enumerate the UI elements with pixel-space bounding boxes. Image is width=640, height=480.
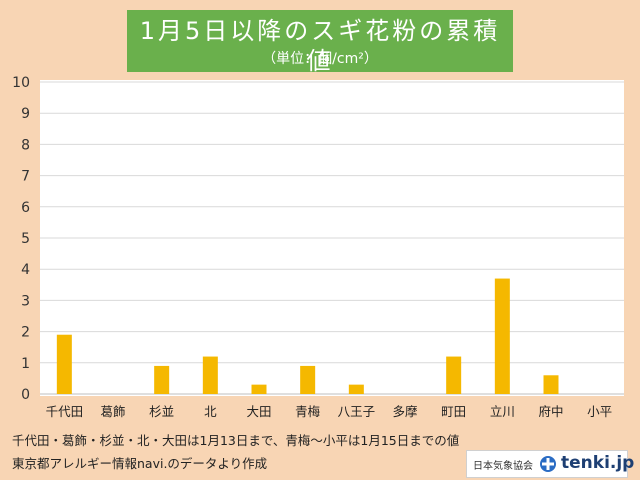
bar (202, 356, 218, 394)
bar (543, 375, 559, 394)
tenki-logo: 日本気象協会 tenki.jp (466, 450, 634, 478)
y-tick-label: 4 (21, 262, 30, 278)
x-tick-label: 八王子 (338, 404, 376, 419)
y-tick-label: 8 (21, 137, 30, 153)
footnote-period: 千代田・葛飾・杉並・北・大田は1月13日まで、青梅～小平は1月15日までの値 (12, 433, 460, 448)
bar (494, 278, 510, 394)
footnote-source: 東京都アレルギー情報navi.のデータより作成 (12, 456, 268, 471)
y-tick-label: 2 (21, 325, 30, 341)
bar (348, 384, 364, 394)
chart-title: 1月5日以降のスギ花粉の累積値 (139, 17, 501, 75)
x-tick-label: 杉並 (149, 404, 174, 419)
x-tick-label: 大田 (246, 404, 271, 419)
y-tick-label: 1 (21, 356, 30, 372)
y-tick-label: 5 (21, 231, 30, 247)
logo-org-name: 日本気象協会 (473, 461, 533, 472)
bar (251, 384, 267, 394)
chart-subtitle: （単位：個/cm²） (262, 51, 378, 67)
y-tick-label: 3 (21, 293, 30, 309)
bar (56, 334, 72, 394)
x-tick-label: 立川 (490, 404, 515, 419)
y-tick-label: 6 (21, 200, 30, 216)
y-tick-label: 10 (12, 75, 30, 91)
x-tick-label: 葛飾 (100, 404, 125, 419)
title-box: 1月5日以降のスギ花粉の累積値 （単位：個/cm²） (127, 10, 513, 75)
x-tick-label: 町田 (441, 404, 466, 419)
y-tick-label: 7 (21, 169, 30, 185)
y-tick-label: 9 (21, 106, 30, 122)
x-tick-label: 青梅 (295, 404, 320, 419)
bar (300, 365, 316, 394)
tenki-logo-icon (540, 456, 556, 472)
logo-brand: tenki.jp (561, 453, 635, 473)
bar (154, 365, 170, 394)
x-tick-label: 千代田 (46, 404, 84, 419)
y-tick-label: 0 (21, 387, 30, 403)
x-tick-label: 小平 (587, 404, 612, 419)
x-tick-label: 北 (204, 404, 217, 419)
bar (446, 356, 462, 394)
x-tick-label: 府中 (538, 404, 563, 419)
x-tick-label: 多摩 (392, 404, 418, 419)
